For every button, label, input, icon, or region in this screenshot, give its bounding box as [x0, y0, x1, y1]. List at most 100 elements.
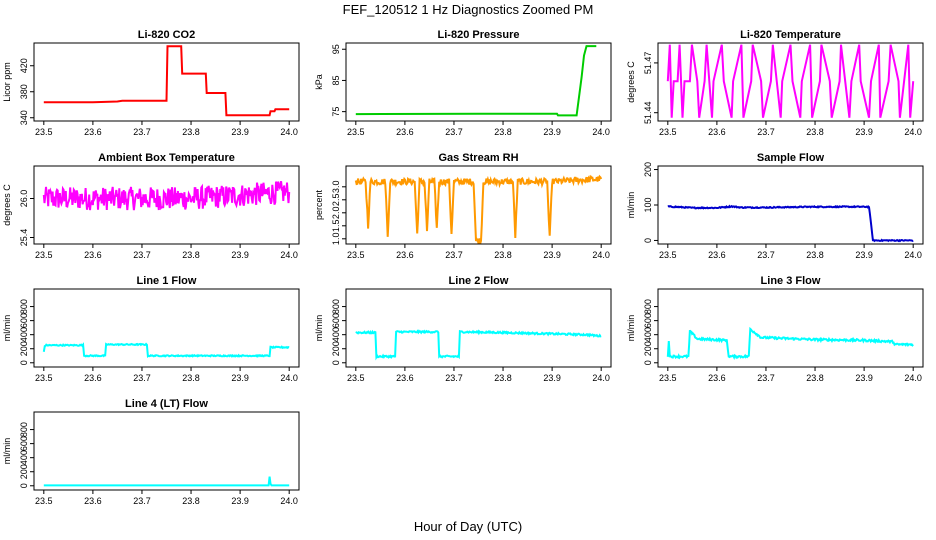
panel-2-xtick-label: 23.7: [445, 127, 463, 137]
panel-4-frame: [33, 165, 300, 245]
panel-7-ytick-label: 800: [19, 299, 29, 314]
panel-1-xtick-label: 23.5: [35, 127, 53, 137]
panel-1-ytick-label: 420: [19, 58, 29, 73]
panel-6-xtick-label: 23.9: [855, 250, 873, 260]
panel-10-xtick-label: 23.6: [84, 496, 102, 506]
panel-5: Gas Stream RH percent 23.5 23.6 23.7 23.8 23.9…: [314, 152, 612, 260]
panel-8-xtick-label: 23.7: [445, 373, 463, 383]
panel-10-title: Line 4 (LT) Flow: [125, 398, 208, 410]
panel-5-ytick-label: 3.0: [331, 181, 341, 194]
panel-9-ytick-label: 800: [643, 299, 653, 314]
panel-5-title: Gas Stream RH: [438, 152, 518, 164]
panel-7-xtick-label: 23.5: [35, 373, 53, 383]
panel-7-xtick-label: 24.0: [280, 373, 298, 383]
panel-4-ytick-label: 25.4: [19, 229, 29, 247]
panel-6-xtick-label: 24.0: [904, 250, 922, 260]
panel-8-xtick-label: 23.6: [396, 373, 414, 383]
panel-5-ytick-label: 2.5: [331, 194, 341, 207]
panel-5-frame: [345, 165, 612, 245]
panel-2-series-line: [355, 45, 597, 117]
panel-3-ytick-label: 51.47: [643, 52, 653, 75]
panel-2-ytick-label: 75: [331, 107, 341, 117]
panel-10: Line 4 (LT) Flow ml/min 23.5 23.6 23.7 23.8 23…: [2, 398, 300, 506]
panel-7-title: Line 1 Flow: [137, 275, 197, 287]
panel-10-frame: [33, 411, 300, 491]
panel-6-xtick-label: 23.8: [806, 250, 824, 260]
panels-group: Li-820 CO2 Licor ppm 23.5 23.6 23.7 23.8 23.9 2…: [2, 29, 924, 506]
panel-2-title: Li-820 Pressure: [438, 29, 520, 41]
panel-7: Line 1 Flow ml/min 23.5 23.6 23.7 23.8 23.9 24.…: [2, 275, 300, 383]
panel-6-series-line: [667, 204, 914, 243]
panel-5-ytick-label: 2.0: [331, 207, 341, 220]
panel-2-ylabel: kPa: [314, 74, 324, 90]
panel-1: Li-820 CO2 Licor ppm 23.5 23.6 23.7 23.8 23.9 2…: [2, 29, 300, 137]
panel-4-xtick-label: 23.9: [231, 250, 249, 260]
panel-5-ytick-label: 1.0: [331, 233, 341, 246]
panel-8-title: Line 2 Flow: [449, 275, 509, 287]
panel-9-title: Line 3 Flow: [761, 275, 821, 287]
panel-5-ytick-label: 1.5: [331, 220, 341, 233]
panel-10-ytick-label: 400: [19, 450, 29, 465]
panel-7-xtick-label: 23.8: [182, 373, 200, 383]
panel-7-xtick-label: 23.7: [133, 373, 151, 383]
figure-xlabel: Hour of Day (UTC): [414, 519, 522, 534]
panel-9-ytick-label: 600: [643, 313, 653, 328]
panel-8-series-line: [355, 329, 602, 361]
panel-3-title: Li-820 Temperature: [740, 29, 841, 41]
panel-10-xtick-label: 24.0: [280, 496, 298, 506]
panel-2: Li-820 Pressure kPa 23.5 23.6 23.7 23.8 23.9 24…: [314, 29, 612, 137]
panel-4-xtick-label: 23.5: [35, 250, 53, 260]
panel-9-ytick-label: 400: [643, 327, 653, 342]
panel-3-series-line: [666, 44, 915, 118]
panel-2-xtick-label: 24.0: [592, 127, 610, 137]
panel-8-ytick-label: 800: [331, 299, 341, 314]
panel-8-ytick-label: 600: [331, 313, 341, 328]
panel-3-xtick-label: 23.7: [757, 127, 775, 137]
panel-8: Line 2 Flow ml/min 23.5 23.6 23.7 23.8 23.9 24.…: [314, 275, 612, 383]
panel-10-ytick-label: 800: [19, 422, 29, 437]
panel-9-xtick-label: 23.7: [757, 373, 775, 383]
panel-3-frame: [657, 42, 924, 122]
panel-4-xtick-label: 23.6: [84, 250, 102, 260]
panel-4-ytick-label: 26.0: [19, 190, 29, 208]
panel-6-ytick-label: 200: [643, 162, 653, 177]
panel-8-frame: [345, 288, 612, 368]
panel-7-xtick-label: 23.6: [84, 373, 102, 383]
panel-4-ylabel: degrees C: [2, 184, 12, 226]
panel-9-xtick-label: 23.9: [855, 373, 873, 383]
panel-7-series-line: [42, 342, 290, 359]
panel-4-xtick-label: 24.0: [280, 250, 298, 260]
panel-6-title: Sample Flow: [757, 152, 825, 164]
panel-1-xtick-label: 23.9: [231, 127, 249, 137]
panel-2-xtick-label: 23.9: [543, 127, 561, 137]
panel-9-xtick-label: 23.8: [806, 373, 824, 383]
panel-6-ylabel: ml/min: [626, 192, 636, 219]
panel-5-xtick-label: 23.8: [494, 250, 512, 260]
panel-8-ylabel: ml/min: [314, 315, 324, 342]
panel-2-ytick-label: 85: [331, 75, 341, 85]
panel-10-xtick-label: 23.5: [35, 496, 53, 506]
figure-title: FEF_120512 1 Hz Diagnostics Zoomed PM: [343, 2, 594, 17]
panel-7-ytick-label: 400: [19, 327, 29, 342]
panel-1-xtick-label: 23.6: [84, 127, 102, 137]
panel-9: Line 3 Flow ml/min 23.5 23.6 23.7 23.8 23.9 24.…: [626, 275, 924, 383]
panel-10-ytick-label: 0: [19, 483, 29, 488]
panel-10-xtick-label: 23.9: [231, 496, 249, 506]
panel-9-xtick-label: 23.5: [659, 373, 677, 383]
panel-3: Li-820 Temperature degrees C 23.5 23.6 23.7 2…: [626, 29, 924, 137]
panel-7-frame: [33, 288, 300, 368]
panel-6-xtick-label: 23.5: [659, 250, 677, 260]
panel-5-xtick-label: 23.5: [347, 250, 365, 260]
panel-8-xtick-label: 23.5: [347, 373, 365, 383]
panel-5-xtick-label: 23.9: [543, 250, 561, 260]
panel-2-xtick-label: 23.8: [494, 127, 512, 137]
panel-2-frame: [345, 42, 612, 122]
panel-7-xtick-label: 23.9: [231, 373, 249, 383]
panel-9-ytick-label: 0: [643, 360, 653, 365]
panel-10-xtick-label: 23.7: [133, 496, 151, 506]
panel-7-ytick-label: 200: [19, 341, 29, 356]
panel-4-title: Ambient Box Temperature: [98, 152, 235, 164]
panel-1-series-line: [43, 45, 290, 117]
panel-10-series-line: [43, 476, 290, 487]
panel-1-xtick-label: 24.0: [280, 127, 298, 137]
